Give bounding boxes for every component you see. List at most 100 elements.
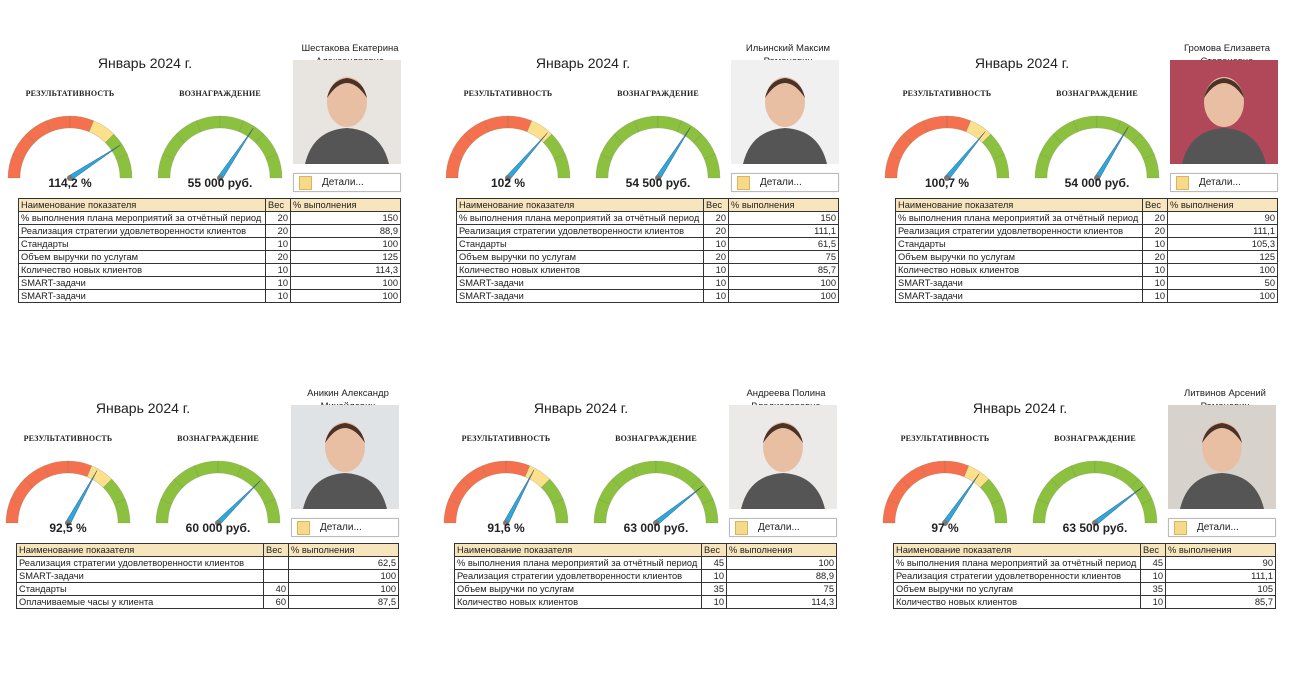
- indicator-name: Реализация стратегии удовлетворенности к…: [16, 556, 264, 570]
- indicator-pct: 100: [728, 276, 839, 290]
- indicator-name: Стандарты: [18, 237, 266, 251]
- performance-gauge: [7, 115, 133, 181]
- indicator-weight: [263, 569, 289, 583]
- gauge-needle: [1093, 486, 1143, 526]
- reward-value: 60 000 руб.: [185, 521, 251, 535]
- gauge-needle: [654, 485, 704, 526]
- employee-photo: [291, 405, 399, 509]
- col-name: Наименование показателя: [456, 198, 704, 212]
- col-weight: Вес: [263, 543, 289, 557]
- indicator-weight: 10: [703, 276, 729, 290]
- table-row: Объем выручки по услугам 35 105: [893, 582, 1276, 596]
- table-row: Реализация стратегии удовлетворенности к…: [456, 224, 839, 238]
- table-row: Стандарты 10 100: [18, 237, 401, 251]
- indicator-weight: 10: [1142, 289, 1168, 303]
- period-title: Январь 2024 г.: [972, 400, 1068, 416]
- details-button[interactable]: Детали...: [729, 518, 837, 537]
- indicator-pct: 114,3: [290, 263, 401, 277]
- performance-label: РЕЗУЛЬТАТИВНОСТЬ: [461, 434, 551, 443]
- table-row: % выполнения плана мероприятий за отчётн…: [18, 211, 401, 225]
- performance-gauge: [445, 115, 571, 181]
- indicator-name: SMART-задачи: [18, 289, 266, 303]
- employee-photo: [729, 405, 837, 509]
- table-row: % выполнения плана мероприятий за отчётн…: [456, 211, 839, 225]
- reward-gauge: [1032, 460, 1158, 526]
- table-row: Количество новых клиентов 10 85,7: [893, 595, 1276, 609]
- indicator-weight: 20: [265, 211, 291, 225]
- performance-value: 114,2 %: [48, 176, 92, 190]
- gauge-needle: [505, 132, 548, 180]
- indicator-name: SMART-задачи: [456, 289, 704, 303]
- table-row: SMART-задачи 10 100: [456, 276, 839, 290]
- details-button[interactable]: Детали...: [293, 173, 401, 192]
- reward-label: ВОЗНАГРАЖДЕНИЕ: [617, 89, 699, 98]
- indicator-weight: 10: [265, 289, 291, 303]
- reward-gauge: [157, 115, 283, 181]
- details-button[interactable]: Детали...: [1168, 518, 1276, 537]
- details-label: Детали...: [1199, 177, 1241, 188]
- indicator-name: % выполнения плана мероприятий за отчётн…: [454, 556, 702, 570]
- table-row: % выполнения плана мероприятий за отчётн…: [893, 556, 1276, 570]
- indicator-pct: 114,3: [726, 595, 837, 609]
- performance-gauge: [443, 460, 569, 526]
- indicators-table: Наименование показателя Вес% выполнения% …: [454, 543, 837, 609]
- reward-value: 63 500 руб.: [1062, 521, 1128, 535]
- table-row: Объем выручки по услугам 20 75: [456, 250, 839, 264]
- details-label: Детали...: [760, 177, 802, 188]
- indicator-weight: 10: [1140, 569, 1166, 583]
- indicator-weight: 10: [703, 263, 729, 277]
- indicator-name: Реализация стратегии удовлетворенности к…: [893, 569, 1141, 583]
- indicator-weight: 10: [265, 276, 291, 290]
- indicator-pct: 90: [1167, 211, 1278, 225]
- indicator-pct: 111,1: [728, 224, 839, 238]
- document-icon: [1176, 175, 1189, 190]
- performance-label: РЕЗУЛЬТАТИВНОСТЬ: [900, 434, 990, 443]
- performance-label: РЕЗУЛЬТАТИВНОСТЬ: [463, 89, 553, 98]
- indicator-weight: 10: [703, 289, 729, 303]
- document-icon: [737, 175, 750, 190]
- table-header: Наименование показателя Вес% выполнения: [456, 198, 839, 212]
- reward-value: 54 000 руб.: [1064, 176, 1130, 190]
- indicator-weight: 20: [703, 211, 729, 225]
- table-row: Реализация стратегии удовлетворенности к…: [18, 224, 401, 238]
- table-row: Реализация стратегии удовлетворенности к…: [895, 224, 1278, 238]
- details-button[interactable]: Детали...: [731, 173, 839, 192]
- indicator-pct: 90: [1165, 556, 1276, 570]
- document-icon: [299, 175, 312, 190]
- indicator-weight: 35: [701, 582, 727, 596]
- details-label: Детали...: [322, 177, 364, 188]
- indicator-name: Количество новых клиентов: [18, 263, 266, 277]
- indicator-weight: 10: [265, 263, 291, 277]
- table-row: % выполнения плана мероприятий за отчётн…: [454, 556, 837, 570]
- reward-gauge: [595, 115, 721, 181]
- indicator-weight: 35: [1140, 582, 1166, 596]
- indicator-name: % выполнения плана мероприятий за отчётн…: [18, 211, 266, 225]
- indicator-pct: 100: [288, 582, 399, 596]
- indicator-name: SMART-задачи: [456, 276, 704, 290]
- table-header: Наименование показателя Вес% выполнения: [16, 543, 399, 557]
- col-name: Наименование показателя: [16, 543, 264, 557]
- details-button[interactable]: Детали...: [1170, 173, 1278, 192]
- table-row: SMART-задачи 10 100: [895, 289, 1278, 303]
- col-weight: Вес: [1142, 198, 1168, 212]
- reward-label: ВОЗНАГРАЖДЕНИЕ: [615, 434, 697, 443]
- indicator-pct: 50: [1167, 276, 1278, 290]
- indicator-name: Объем выручки по услугам: [454, 582, 702, 596]
- reward-label: ВОЗНАГРАЖДЕНИЕ: [177, 434, 259, 443]
- indicator-pct: 150: [290, 211, 401, 225]
- indicator-pct: 87,5: [288, 595, 399, 609]
- table-header: Наименование показателя Вес% выполнения: [454, 543, 837, 557]
- performance-value: 91,6 %: [487, 521, 525, 535]
- table-row: Количество новых клиентов 10 100: [895, 263, 1278, 277]
- indicator-pct: 105: [1165, 582, 1276, 596]
- indicator-pct: 125: [290, 250, 401, 264]
- indicators-table: Наименование показателя Вес% выполнения% …: [893, 543, 1276, 609]
- indicator-name: Объем выручки по услугам: [18, 250, 266, 264]
- table-header: Наименование показателя Вес% выполнения: [893, 543, 1276, 557]
- details-button[interactable]: Детали...: [291, 518, 399, 537]
- employee-card: Январь 2024 г. РЕЗУЛЬТАТИВНОСТЬ ВОЗНАГРА…: [882, 15, 1292, 345]
- table-row: Оплачиваемые часы у клиента 60 87,5: [16, 595, 399, 609]
- indicators-table: Наименование показателя Вес% выполнения% …: [456, 198, 839, 303]
- table-header: Наименование показателя Вес% выполнения: [18, 198, 401, 212]
- indicator-pct: 75: [728, 250, 839, 264]
